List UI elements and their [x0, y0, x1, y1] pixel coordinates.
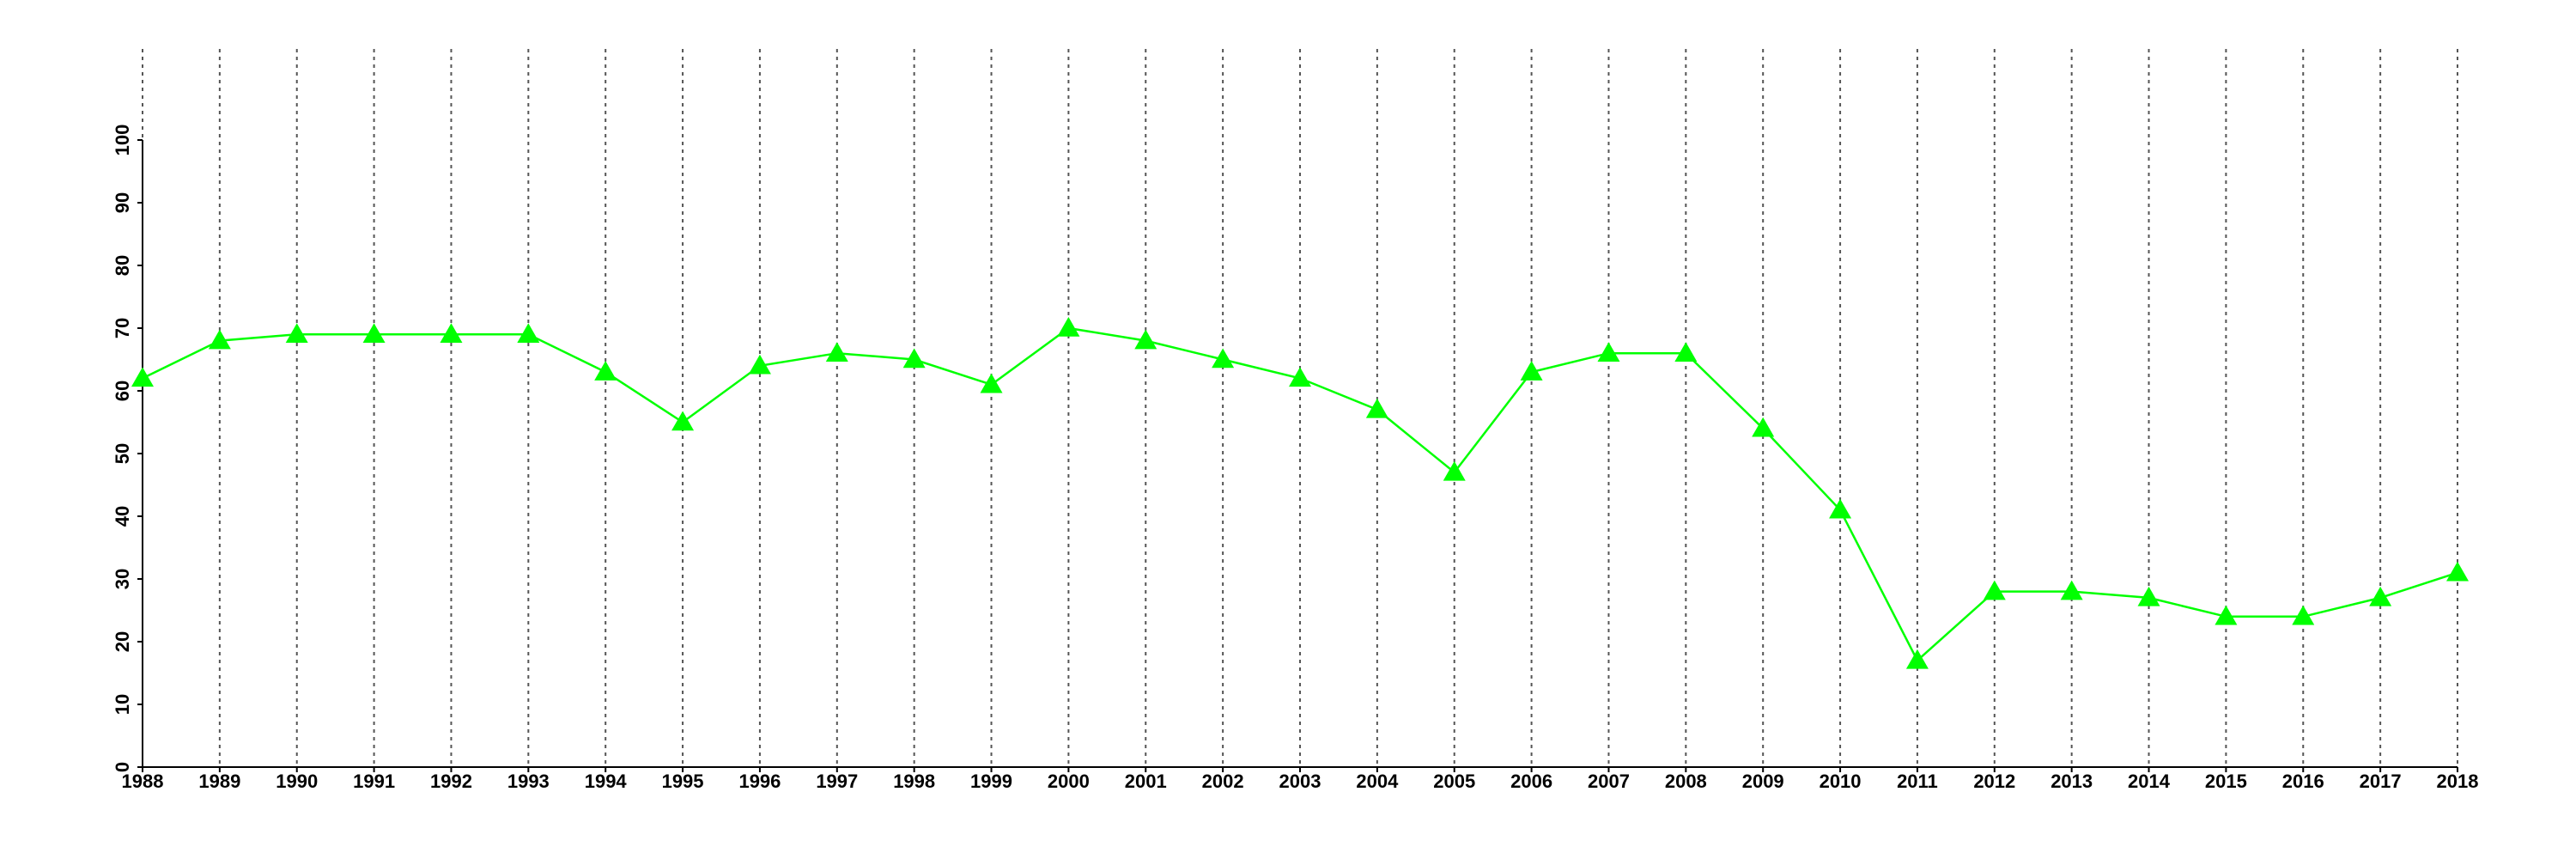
marker [285, 323, 308, 344]
marker [1829, 498, 1852, 519]
x-tick-label: 1989 [198, 771, 240, 792]
x-tick-label: 1993 [507, 771, 550, 792]
marker [1057, 317, 1080, 337]
y-tick-label: 60 [112, 381, 133, 401]
y-tick-label: 80 [112, 255, 133, 276]
x-tick-label: 2007 [1588, 771, 1630, 792]
y-tick-label: 70 [112, 318, 133, 338]
marker [2369, 586, 2392, 606]
x-tick-label: 1988 [122, 771, 164, 792]
x-tick-label: 1999 [970, 771, 1012, 792]
marker [517, 323, 540, 344]
marker [1520, 361, 1543, 381]
x-tick-label: 2017 [2360, 771, 2402, 792]
marker [2060, 580, 2083, 600]
y-tick-label: 30 [112, 569, 133, 589]
y-tick-label: 40 [112, 506, 133, 527]
x-tick-label: 1994 [585, 771, 628, 792]
x-tick-label: 2000 [1048, 771, 1090, 792]
x-tick-label: 1990 [276, 771, 318, 792]
x-tick-label: 2016 [2282, 771, 2324, 792]
marker [1365, 398, 1388, 418]
marker [825, 342, 848, 362]
marker [980, 373, 1003, 393]
x-tick-label: 1991 [353, 771, 395, 792]
marker [1752, 417, 1775, 437]
x-tick-label: 1996 [738, 771, 781, 792]
marker [671, 411, 695, 431]
marker [362, 323, 386, 344]
x-tick-label: 2001 [1125, 771, 1167, 792]
x-tick-label: 1997 [816, 771, 858, 792]
marker [1289, 367, 1311, 387]
marker [902, 348, 926, 369]
marker [2292, 605, 2315, 625]
x-tick-label: 2012 [1973, 771, 2015, 792]
x-tick-label: 2011 [1897, 771, 1938, 792]
marker [1674, 342, 1698, 362]
marker [2215, 605, 2238, 625]
marker [208, 329, 231, 350]
y-tick-label: 90 [112, 192, 133, 213]
marker [594, 361, 617, 381]
x-tick-label: 2015 [2205, 771, 2247, 792]
marker [1983, 580, 2006, 600]
marker [1905, 649, 1929, 669]
y-tick-label: 100 [112, 125, 133, 156]
y-tick-label: 0 [112, 762, 133, 772]
x-tick-label: 2009 [1742, 771, 1784, 792]
x-tick-label: 2014 [2128, 771, 2171, 792]
x-tick-label: 2018 [2437, 771, 2479, 792]
marker [748, 354, 771, 375]
x-tick-label: 2006 [1510, 771, 1552, 792]
x-tick-label: 2005 [1433, 771, 1475, 792]
marker [1212, 348, 1235, 369]
marker [440, 323, 463, 344]
y-tick-label: 20 [112, 631, 133, 652]
x-tick-label: 1998 [893, 771, 935, 792]
x-tick-label: 1992 [430, 771, 472, 792]
x-tick-label: 2004 [1356, 771, 1399, 792]
marker [2137, 586, 2160, 606]
x-tick-label: 2002 [1202, 771, 1244, 792]
x-tick-label: 2008 [1665, 771, 1707, 792]
x-tick-label: 2010 [1820, 771, 1862, 792]
marker [131, 367, 154, 387]
marker [1443, 460, 1466, 481]
y-tick-label: 10 [112, 694, 133, 715]
x-tick-label: 2003 [1279, 771, 1321, 792]
y-tick-label: 50 [112, 443, 133, 464]
x-tick-label: 1995 [662, 771, 704, 792]
marker [1134, 329, 1157, 350]
marker [2446, 561, 2469, 582]
marker [1597, 342, 1620, 362]
x-tick-label: 2013 [2050, 771, 2093, 792]
